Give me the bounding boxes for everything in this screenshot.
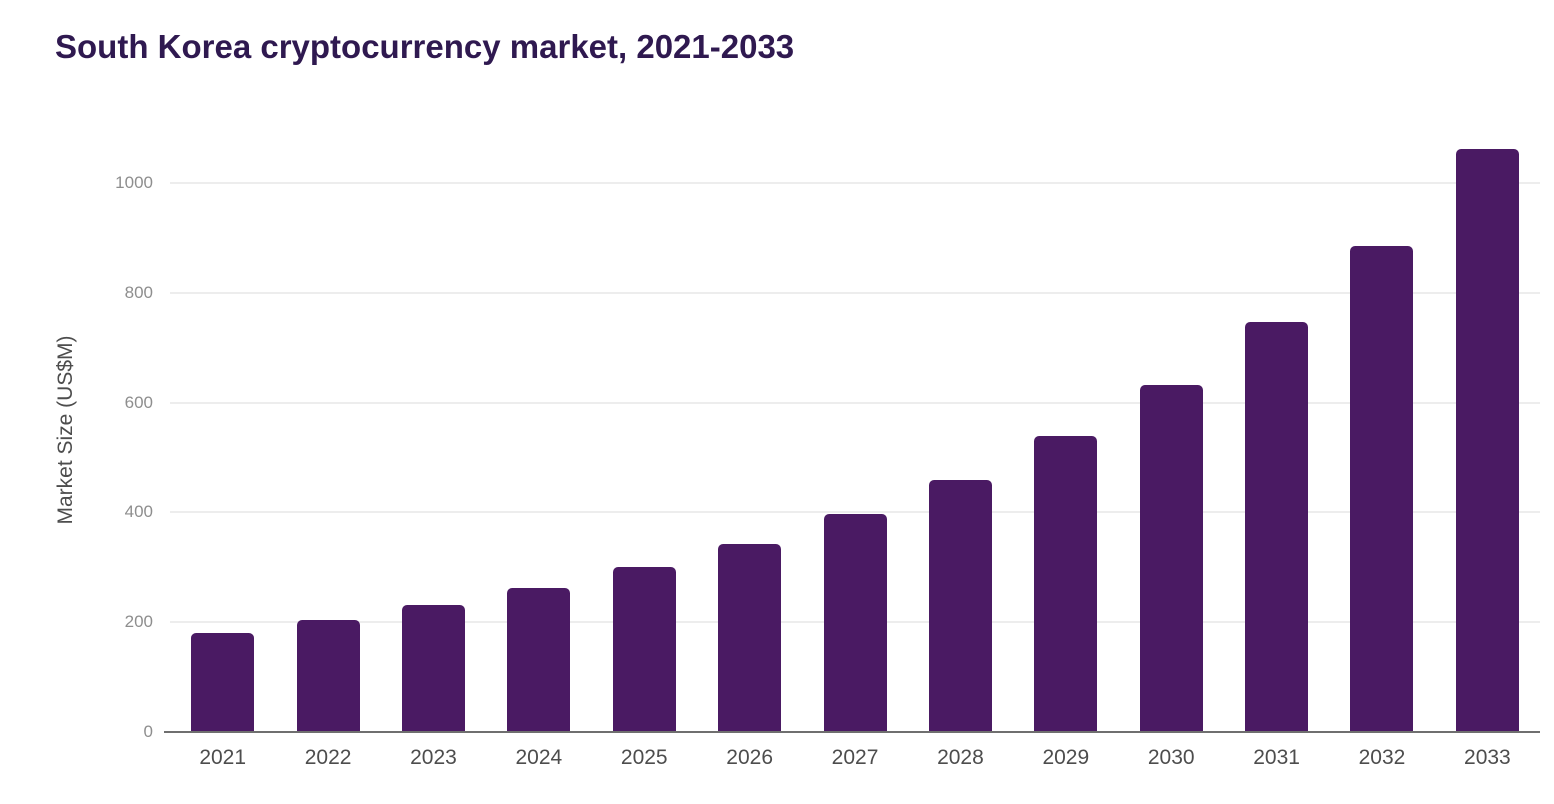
x-axis-tick-labels: 2021 2022 2023 2024 2025 2026 2027 2028 2029 2030…: [170, 746, 1540, 770]
x-tick-label: 2022: [304, 746, 352, 769]
bar-2033: [1455, 149, 1519, 732]
bar-slot: [1435, 128, 1540, 732]
bar-2028: [928, 479, 992, 732]
y-tick-label: 800: [124, 282, 153, 302]
bar-2029: [1034, 436, 1098, 732]
bar-slot: [1013, 128, 1118, 732]
bar-slot: [908, 128, 1013, 732]
x-axis-line: [164, 731, 1540, 733]
x-tick-label: 2030: [1147, 746, 1195, 769]
x-tick-label: 2023: [410, 746, 457, 769]
x-tick-label: 2032: [1358, 746, 1406, 769]
y-axis-tick-labels: 0 200 400 600 800 1000: [0, 128, 170, 741]
bar-slot: [1119, 128, 1224, 732]
bars-row: [170, 128, 1540, 732]
y-tick-label: 400: [124, 502, 153, 522]
x-tick-label: 2025: [620, 746, 668, 769]
bar-2023: [401, 605, 465, 732]
x-tick-label: 2033: [1464, 746, 1511, 769]
x-tick-label: 2027: [831, 746, 879, 769]
gridline: [170, 181, 1540, 184]
bar-2026: [718, 544, 782, 732]
bar-2024: [507, 587, 571, 732]
x-tick-label: 2031: [1253, 746, 1300, 769]
bar-2025: [612, 567, 676, 732]
gridline: [170, 291, 1540, 294]
bar-2027: [823, 514, 887, 732]
bar-slot: [486, 128, 591, 732]
y-tick-label: 1000: [115, 172, 153, 192]
bar-2032: [1350, 245, 1414, 732]
bar-2021: [191, 633, 255, 732]
x-tick-label: 2028: [937, 746, 984, 769]
bar-2030: [1139, 384, 1203, 732]
bar-slot: [592, 128, 697, 732]
bar-slot: [1224, 128, 1329, 732]
bar-slot: [802, 128, 907, 732]
x-tick-label: 2024: [515, 746, 563, 769]
bar-slot: [170, 128, 275, 732]
x-tick-label: 2029: [1042, 746, 1090, 769]
bar-slot: [1329, 128, 1434, 732]
chart-title: South Korea cryptocurrency market, 2021-…: [55, 28, 795, 65]
x-tick-label: 2021: [199, 746, 247, 769]
plot-area: [164, 128, 1540, 733]
bar-2022: [296, 620, 360, 732]
y-tick-label: 600: [124, 392, 153, 412]
bar-slot: [381, 128, 486, 732]
bar-2031: [1245, 322, 1309, 732]
x-tick-label: 2026: [726, 746, 773, 769]
gridline: [170, 401, 1540, 404]
y-tick-label: 200: [124, 612, 153, 632]
bar-slot: [697, 128, 802, 732]
y-tick-label: 0: [143, 722, 153, 741]
gridline: [170, 511, 1540, 514]
bar-slot: [275, 128, 380, 732]
